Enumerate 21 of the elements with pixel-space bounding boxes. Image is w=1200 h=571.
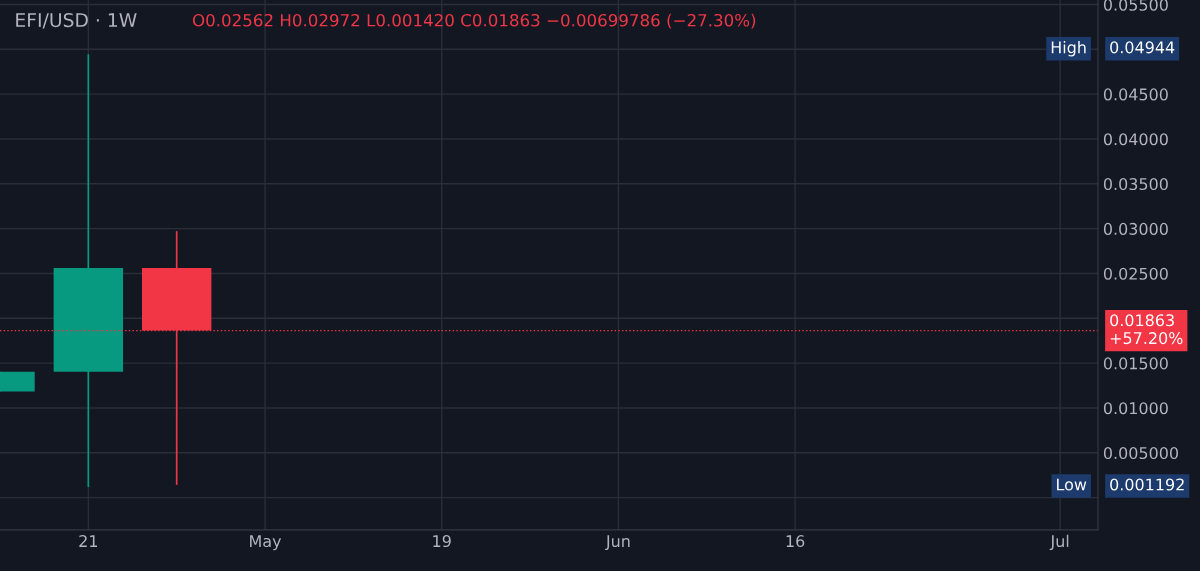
x-tick-label: 21: [79, 535, 98, 547]
text: 0.04944: [1110, 41, 1175, 54]
text: EFI/USD · 1W: [16, 12, 137, 29]
x-tick-label: May: [250, 535, 282, 551]
x-tick-label: 16: [786, 535, 805, 548]
text: O0.02562 H0.02972 L0.001420 C0.01863 −0.00699786 (−27.30%): [192, 13, 756, 29]
y-tick-label: 0.01000: [1103, 402, 1168, 415]
ref-line-label: 0.01863 +57.20%: [1110, 314, 1183, 345]
y-tick-label: 0.01500: [1103, 357, 1168, 370]
annotation: High: [1051, 41, 1086, 57]
x-tick-label: Jul: [1049, 534, 1069, 551]
x-tick-label: Jun: [605, 535, 630, 551]
y-tick-label: 0.02500: [1103, 267, 1168, 280]
y-tick-label: 0.03500: [1103, 178, 1168, 191]
y-tick-label: 0.04500: [1103, 88, 1168, 101]
y-tick-label: 0.04000: [1103, 133, 1168, 146]
y-tick-label: 0.005000: [1103, 446, 1179, 460]
x-tick-label: 19: [433, 535, 451, 548]
y-tick-label: 0.03000: [1103, 222, 1168, 235]
annotation: Low: [1057, 478, 1087, 491]
text: 0.001192: [1110, 478, 1184, 491]
